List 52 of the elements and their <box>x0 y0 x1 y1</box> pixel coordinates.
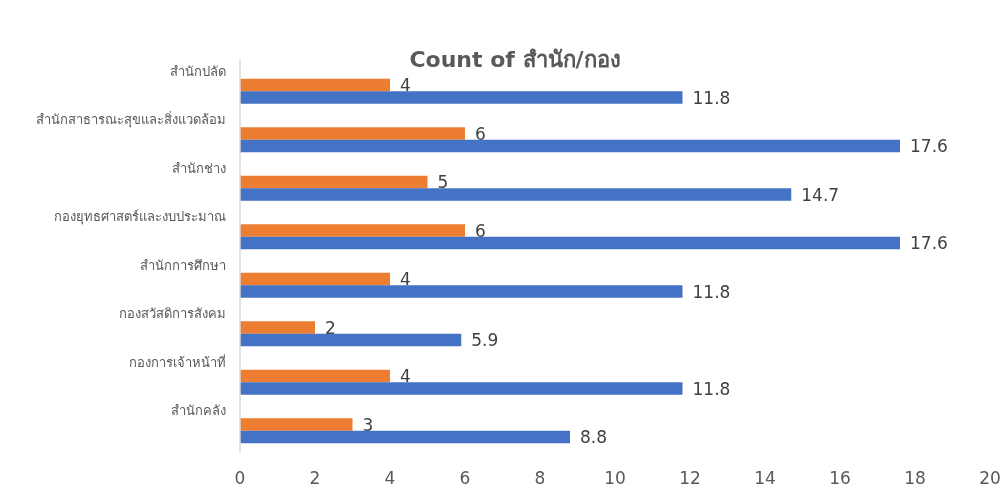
chart-title: Count of สำนัก/กอง <box>409 47 621 72</box>
x-tick-label: 20 <box>979 468 1001 488</box>
bar <box>240 382 683 395</box>
bar <box>240 418 353 431</box>
x-tick-label: 4 <box>384 468 396 488</box>
bar <box>240 224 465 237</box>
x-tick-label: 2 <box>309 468 321 488</box>
data-label: 5 <box>437 172 449 192</box>
y-tick-label: กองสวัสดิการสังคม <box>119 306 226 322</box>
data-label: 6 <box>475 220 486 241</box>
y-tick-label: สำนักช่าง <box>172 160 226 176</box>
bar <box>240 321 315 334</box>
bar <box>240 175 428 189</box>
data-label: 2 <box>325 317 336 338</box>
bar <box>240 333 462 347</box>
bar <box>240 369 390 383</box>
data-label: 17.6 <box>910 136 948 156</box>
y-tick-label: สำนักการศึกษา <box>140 257 226 273</box>
bar <box>240 139 900 153</box>
x-tick-label: 10 <box>604 468 626 488</box>
bar <box>240 91 683 104</box>
bar <box>240 127 465 140</box>
bar <box>240 272 390 286</box>
x-tick-label: 16 <box>829 468 851 488</box>
data-label: 3 <box>362 414 374 435</box>
bar <box>240 236 900 250</box>
x-tick-label: 12 <box>679 468 701 488</box>
data-label: 4 <box>400 366 411 386</box>
y-tick-label: สำนักคลัง <box>171 403 226 419</box>
data-label: 17.6 <box>910 233 948 253</box>
y-tick-label: กองยุทธศาสตร์และงบประมาณ <box>54 209 226 226</box>
bar <box>240 188 792 201</box>
bar <box>240 285 683 298</box>
data-label: 14.7 <box>801 184 840 205</box>
data-label: 4 <box>400 269 411 289</box>
y-tick-label: สำนักปลัด <box>170 63 226 79</box>
data-label: 6 <box>475 123 486 144</box>
x-tick-label: 6 <box>459 468 471 488</box>
bar <box>240 78 390 92</box>
x-tick-label: 14 <box>754 468 776 488</box>
data-label: 5.9 <box>471 330 499 350</box>
bar <box>240 430 570 444</box>
data-label: 11.8 <box>692 281 731 302</box>
x-tick-label: 8 <box>534 468 546 488</box>
data-label: 8.8 <box>580 427 608 447</box>
data-label: 4 <box>400 75 411 95</box>
x-tick-label: 0 <box>234 468 246 488</box>
x-tick-label: 18 <box>904 468 926 488</box>
y-tick-label: สำนักสาธารณะสุขและสิ่งแวดล้อม <box>36 111 226 129</box>
y-tick-label: กองการเจ้าหน้าที่ <box>129 353 226 370</box>
data-label: 11.8 <box>692 87 731 108</box>
data-label: 11.8 <box>692 378 731 399</box>
